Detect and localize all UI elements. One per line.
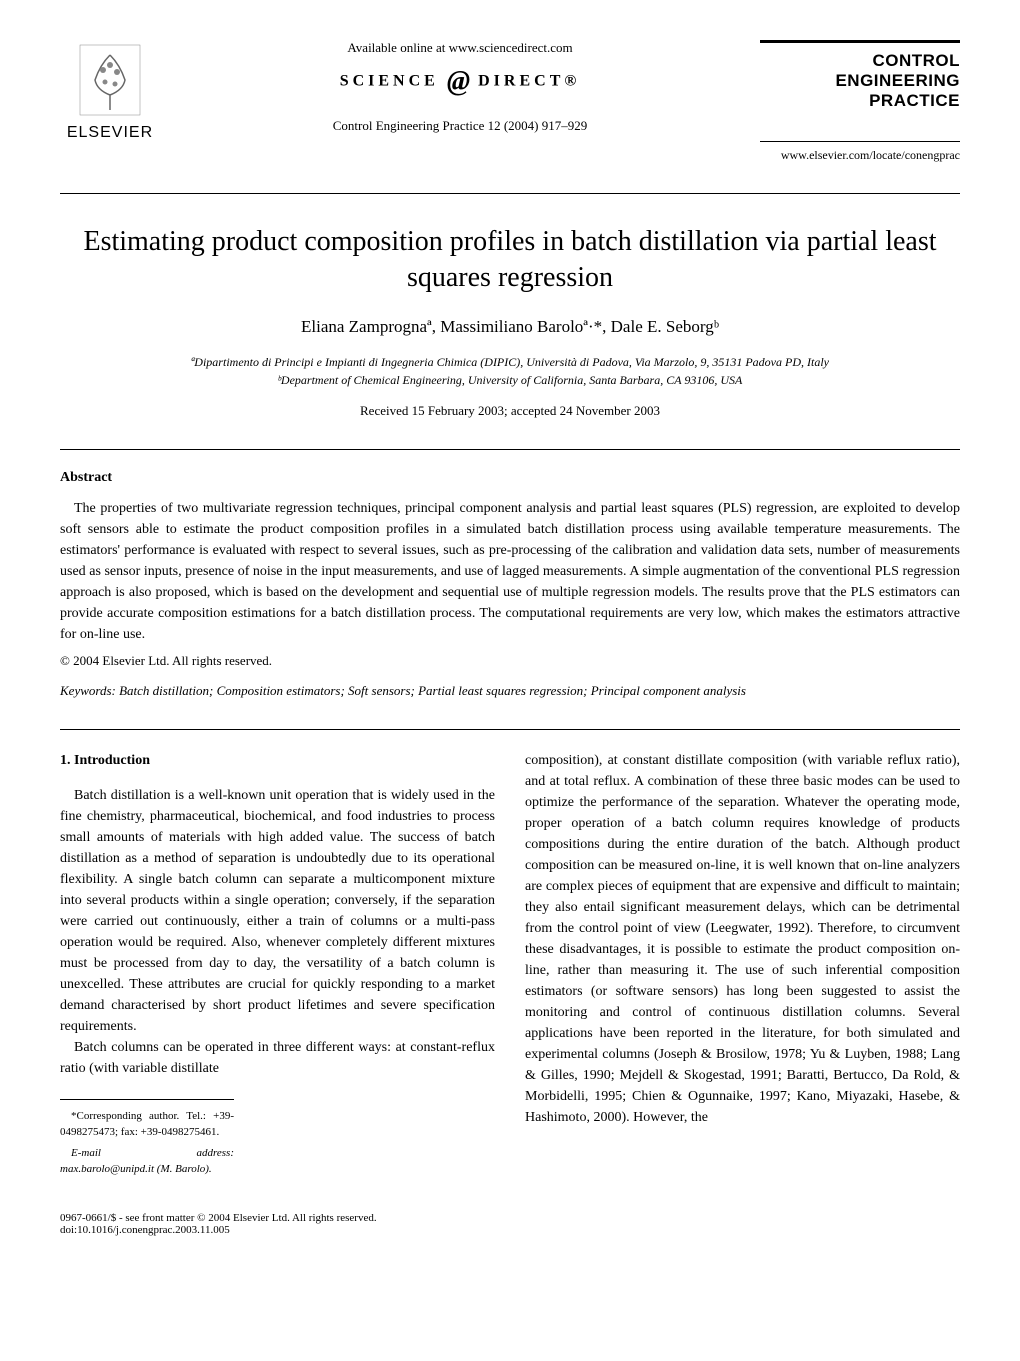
journal-name-line1: CONTROL ENGINEERING: [760, 51, 960, 91]
column-right: composition), at constant distillate com…: [525, 750, 960, 1182]
footer-front-matter: 0967-0661/$ - see front matter © 2004 El…: [60, 1212, 960, 1224]
abstract-copyright: © 2004 Elsevier Ltd. All rights reserved…: [60, 653, 960, 669]
authors: Eliana Zamprognaª, Massimiliano Baroloª·…: [60, 317, 960, 337]
science-direct-logo: SCIENCE @ DIRECT®: [180, 66, 740, 98]
journal-box: CONTROL ENGINEERING PRACTICE www.elsevie…: [760, 40, 960, 163]
header-divider: [60, 193, 960, 194]
affiliation-a: ªDipartimento di Principi e Impianti di …: [60, 353, 960, 371]
received-accepted-dates: Received 15 February 2003; accepted 24 N…: [60, 403, 960, 419]
body-columns: 1. Introduction Batch distillation is a …: [60, 750, 960, 1182]
keywords-text: Batch distillation; Composition estimato…: [116, 683, 746, 698]
science-direct-right: DIRECT®: [478, 73, 580, 90]
footnotes-block: *Corresponding author. Tel.: +39-0498275…: [60, 1099, 234, 1178]
journal-url: www.elsevier.com/locate/conengprac: [760, 141, 960, 163]
journal-name: CONTROL ENGINEERING PRACTICE: [760, 40, 960, 111]
affiliations-block: ªDipartimento di Principi e Impianti di …: [60, 353, 960, 389]
publisher-logo-block: ELSEVIER: [60, 40, 160, 142]
intro-paragraph-2: Batch columns can be operated in three d…: [60, 1037, 495, 1079]
publisher-name: ELSEVIER: [60, 124, 160, 142]
journal-name-line2: PRACTICE: [760, 91, 960, 111]
journal-reference: Control Engineering Practice 12 (2004) 9…: [180, 118, 740, 134]
abstract-text: The properties of two multivariate regre…: [60, 498, 960, 645]
intro-paragraph-1: Batch distillation is a well-known unit …: [60, 785, 495, 1037]
email-footnote: E-mail address: max.barolo@unipd.it (M. …: [60, 1145, 234, 1178]
footer-doi: doi:10.1016/j.conengprac.2003.11.005: [60, 1224, 960, 1236]
abstract-heading: Abstract: [60, 470, 960, 486]
email-footnote-text: E-mail address: max.barolo@unipd.it (M. …: [60, 1147, 234, 1176]
header-center: Available online at www.sciencedirect.co…: [160, 40, 760, 134]
available-online-text: Available online at www.sciencedirect.co…: [180, 40, 740, 56]
science-direct-left: SCIENCE: [340, 73, 439, 90]
intro-paragraph-3: composition), at constant distillate com…: [525, 750, 960, 1128]
section-1-heading: 1. Introduction: [60, 750, 495, 771]
header-row: ELSEVIER Available online at www.science…: [60, 40, 960, 163]
footer-copyright: 0967-0661/$ - see front matter © 2004 El…: [60, 1212, 960, 1236]
paper-title: Estimating product composition profiles …: [60, 224, 960, 297]
keywords-line: Keywords: Batch distillation; Compositio…: [60, 683, 960, 699]
affiliation-b: ᵇDepartment of Chemical Engineering, Uni…: [60, 371, 960, 389]
abstract-top-divider: [60, 449, 960, 450]
abstract-bottom-divider: [60, 729, 960, 730]
at-symbol-icon: @: [447, 66, 470, 97]
corresponding-author-footnote: *Corresponding author. Tel.: +39-0498275…: [60, 1108, 234, 1141]
elsevier-tree-icon: [75, 40, 145, 120]
keywords-label: Keywords:: [60, 683, 116, 698]
column-left: 1. Introduction Batch distillation is a …: [60, 750, 495, 1182]
